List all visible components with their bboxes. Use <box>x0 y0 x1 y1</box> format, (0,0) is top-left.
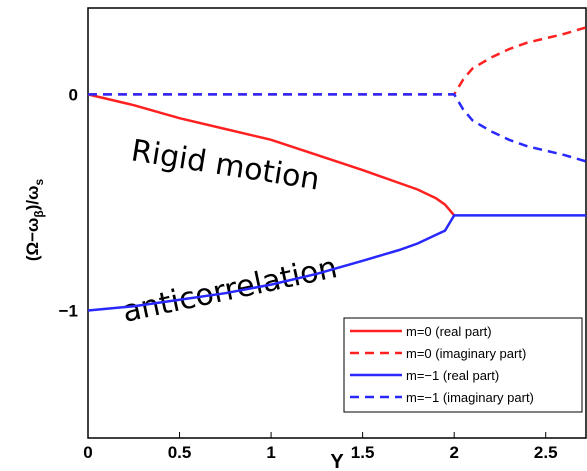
series-line <box>88 93 587 163</box>
x-tick-label: 2.5 <box>534 443 558 462</box>
x-tick-label: 1.5 <box>351 443 375 462</box>
y-label-part: β <box>32 210 46 217</box>
y-label-part: s <box>32 179 46 186</box>
legend-label: m=0 (real part) <box>406 324 492 339</box>
plot-frame <box>87 7 587 439</box>
y-axis-label: (Ω−ωβ)/ωs <box>23 179 46 262</box>
series-line <box>87 93 456 217</box>
y-label-part: )/ω <box>23 186 42 211</box>
annotation: Rigid motion <box>129 133 322 197</box>
annotation: anticorrelation <box>119 250 340 330</box>
legend-label: m=−1 (real part) <box>406 368 499 383</box>
x-axis-label: Υ <box>330 451 344 471</box>
legend-label: m=0 (imaginary part) <box>406 346 526 361</box>
x-tick-label: 0 <box>83 443 92 462</box>
x-tick-label: 2 <box>449 443 458 462</box>
y-tick-label: 0 <box>69 85 78 104</box>
y-tick-label: −1 <box>59 302 78 321</box>
x-tick-label: 0.5 <box>168 443 192 462</box>
legend-label: m=−1 (imaginary part) <box>406 390 534 405</box>
y-label-part: (Ω−ω <box>23 218 42 262</box>
series-line <box>88 26 587 96</box>
series-line <box>87 214 586 312</box>
x-tick-label: 1 <box>266 443 275 462</box>
